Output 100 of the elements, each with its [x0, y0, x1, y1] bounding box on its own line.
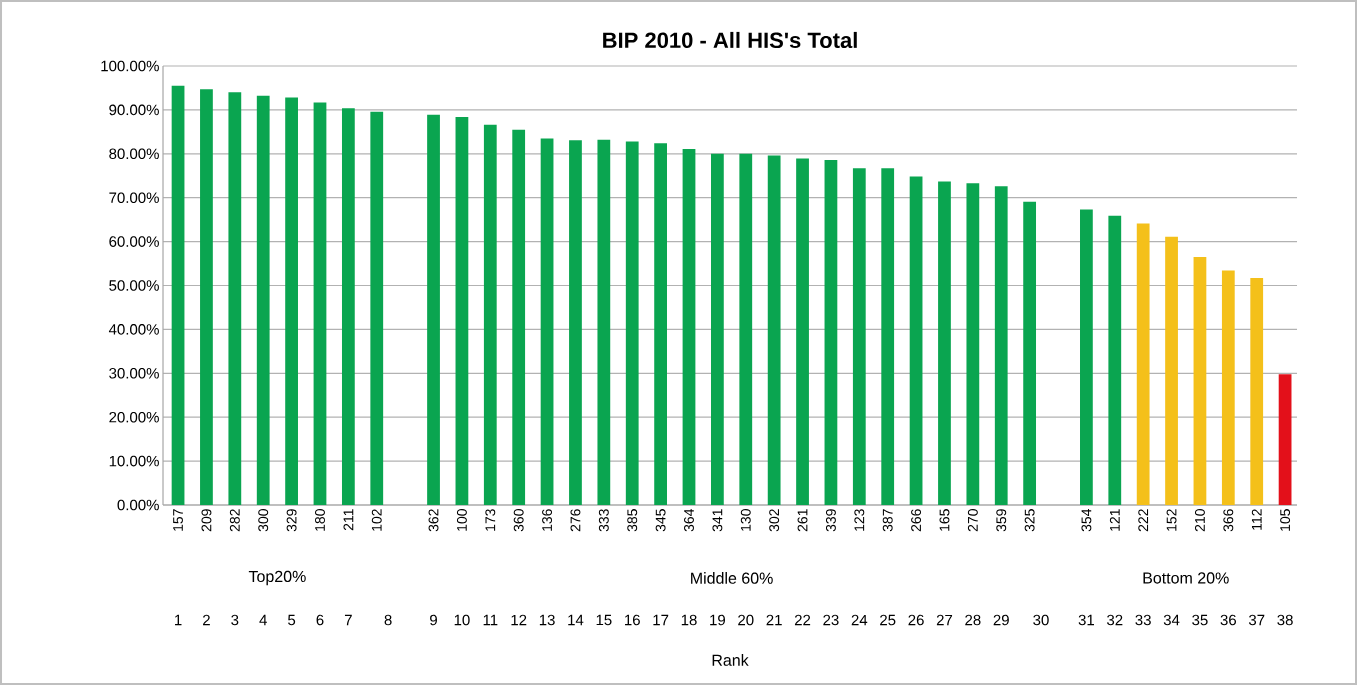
x-tick-label: 387	[882, 509, 893, 532]
text: 20	[738, 614, 754, 626]
text: 35	[1192, 614, 1208, 626]
text: 29	[993, 614, 1009, 626]
y-tick-label: 100.00%	[101, 60, 159, 72]
text: 12	[511, 614, 527, 626]
text: 19	[710, 614, 725, 626]
text: 23	[823, 614, 839, 626]
text: 17	[653, 614, 669, 626]
x-tick-label: 261	[797, 509, 808, 532]
bar	[313, 102, 327, 505]
y-tick-label: 90.00%	[109, 104, 159, 116]
x-tick-label: 339	[825, 509, 836, 532]
y-tick-label: 30.00%	[109, 367, 159, 379]
bar	[625, 141, 639, 505]
x-tick-label: 209	[201, 509, 212, 532]
text: 16	[625, 614, 640, 626]
text: 14	[568, 614, 584, 626]
text: 28	[965, 614, 981, 626]
bar	[852, 168, 866, 505]
text: 30	[1033, 614, 1049, 626]
bar	[285, 97, 298, 505]
x-tick-label: 302	[769, 509, 780, 532]
text: Rank	[712, 654, 749, 666]
text: 8	[384, 614, 392, 626]
bar	[341, 108, 355, 505]
text: Top20%	[248, 570, 306, 586]
text: 31	[1078, 614, 1094, 626]
x-tick-label: 100	[456, 509, 467, 531]
bar	[767, 155, 781, 505]
text: 24	[851, 614, 868, 626]
x-tick-label: 345	[655, 509, 666, 532]
text: 36	[1220, 614, 1237, 626]
text: 11	[483, 614, 498, 626]
bar	[569, 140, 582, 505]
text: 10	[454, 614, 470, 626]
x-tick-label: 385	[627, 509, 638, 532]
bar	[597, 139, 611, 505]
bar	[228, 92, 242, 505]
x-tick-label: 354	[1081, 508, 1092, 532]
text: 9	[430, 614, 437, 626]
bar	[938, 181, 951, 505]
bar	[1023, 201, 1037, 505]
x-tick-label: 152	[1166, 509, 1177, 531]
text: 7	[344, 614, 352, 626]
text: 15	[596, 614, 612, 626]
bar	[256, 95, 270, 505]
bar	[427, 114, 440, 505]
y-tick-label: 10.00%	[109, 455, 159, 467]
bar	[540, 138, 554, 505]
x-tick-label: 136	[542, 509, 553, 531]
bar	[1108, 215, 1122, 505]
y-tick-label: 0.00%	[117, 499, 159, 511]
bar	[455, 116, 469, 505]
y-tick-label: 20.00%	[109, 411, 159, 423]
x-tick-label: 130	[740, 509, 751, 531]
text: 38	[1277, 614, 1293, 626]
text: 27	[936, 614, 953, 626]
bar	[483, 124, 497, 505]
text: 33	[1135, 614, 1151, 626]
x-tick-label: 157	[173, 509, 183, 531]
bar	[200, 89, 213, 505]
x-tick-label: 173	[485, 509, 496, 531]
text: 5	[288, 614, 296, 626]
y-tick-label: 70.00%	[109, 192, 159, 203]
bar	[1136, 223, 1150, 505]
x-tick-label: 222	[1138, 509, 1149, 532]
y-tick-label: 40.00%	[108, 324, 159, 335]
x-tick-label: 211	[343, 509, 354, 531]
bar	[1165, 236, 1178, 505]
bar	[1080, 209, 1093, 505]
x-tick-label: 325	[1024, 509, 1035, 532]
text: 21	[766, 614, 782, 626]
text: 32	[1107, 614, 1123, 626]
bar	[824, 159, 838, 505]
bar	[994, 186, 1008, 505]
bar	[881, 168, 895, 505]
y-tick-label: 50.00%	[109, 280, 159, 291]
x-tick-label: 123	[854, 509, 865, 531]
bar	[796, 158, 809, 505]
bar	[1193, 256, 1207, 505]
text: 37	[1248, 614, 1265, 626]
bar	[1278, 374, 1292, 505]
x-tick-label: 366	[1223, 509, 1234, 532]
bar	[909, 176, 923, 505]
text: 34	[1163, 614, 1180, 626]
chart-title: BIP 2010 - All HIS's Total	[603, 31, 857, 49]
bar	[966, 183, 980, 505]
bar	[711, 153, 724, 505]
bar	[654, 143, 667, 505]
bar	[682, 148, 696, 505]
x-tick-label: 333	[598, 509, 609, 532]
text: Bottom 20%	[1143, 572, 1229, 584]
x-tick-label: 165	[939, 509, 950, 531]
x-tick-label: 329	[286, 509, 297, 532]
text: 22	[794, 614, 811, 626]
x-tick-label: 364	[684, 508, 694, 532]
y-tick-label: 80.00%	[109, 148, 159, 160]
text: 4	[259, 614, 267, 626]
x-tick-label: 210	[1194, 509, 1205, 532]
